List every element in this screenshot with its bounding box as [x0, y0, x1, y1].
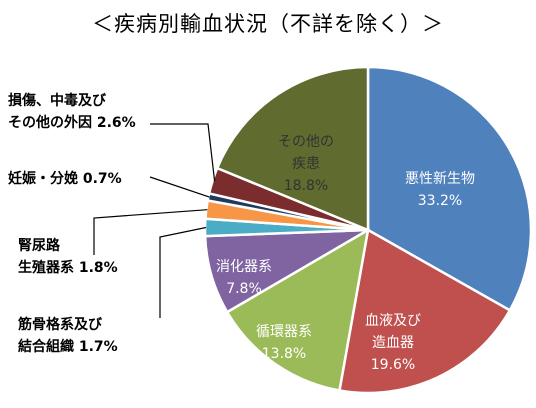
slice-label-other: その他の疾患 18.8%	[278, 134, 334, 194]
chart-title: ＜疾病別輸血状況（不詳を除く）＞	[92, 12, 444, 36]
slice-label-circulatory: 循環器系 13.8%	[256, 324, 312, 362]
slice-label-injury: 損傷、中毒及びその他の外因 2.6%	[8, 92, 136, 131]
slice-label-digestive: 消化器系 7.8%	[216, 259, 272, 297]
pie-slice-malignant	[366, 65, 533, 313]
slice-label-malignant: 悪性新生物 33.2%	[405, 171, 475, 209]
leader-line-injury	[150, 123, 216, 182]
leader-line-urogenital	[93, 209, 208, 255]
pie-slice-circulatory	[225, 227, 370, 392]
leader-line-musculoskeletal	[159, 226, 207, 318]
slice-label-musculoskeletal: 筋骨格系及び結合組織 1.7%	[18, 316, 118, 355]
leader-line-pregnancy	[149, 176, 210, 198]
pie-slice-blood	[338, 228, 512, 395]
slice-label-blood: 血液及び造血器 19.6%	[365, 313, 421, 373]
pie-slice-other	[215, 65, 370, 232]
slice-label-pregnancy: 妊娠・分娩 0.7%	[8, 170, 122, 187]
slice-label-urogenital: 腎尿路生殖器系 1.8%	[18, 237, 118, 276]
